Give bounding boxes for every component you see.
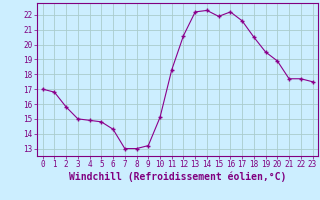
X-axis label: Windchill (Refroidissement éolien,°C): Windchill (Refroidissement éolien,°C): [69, 172, 286, 182]
